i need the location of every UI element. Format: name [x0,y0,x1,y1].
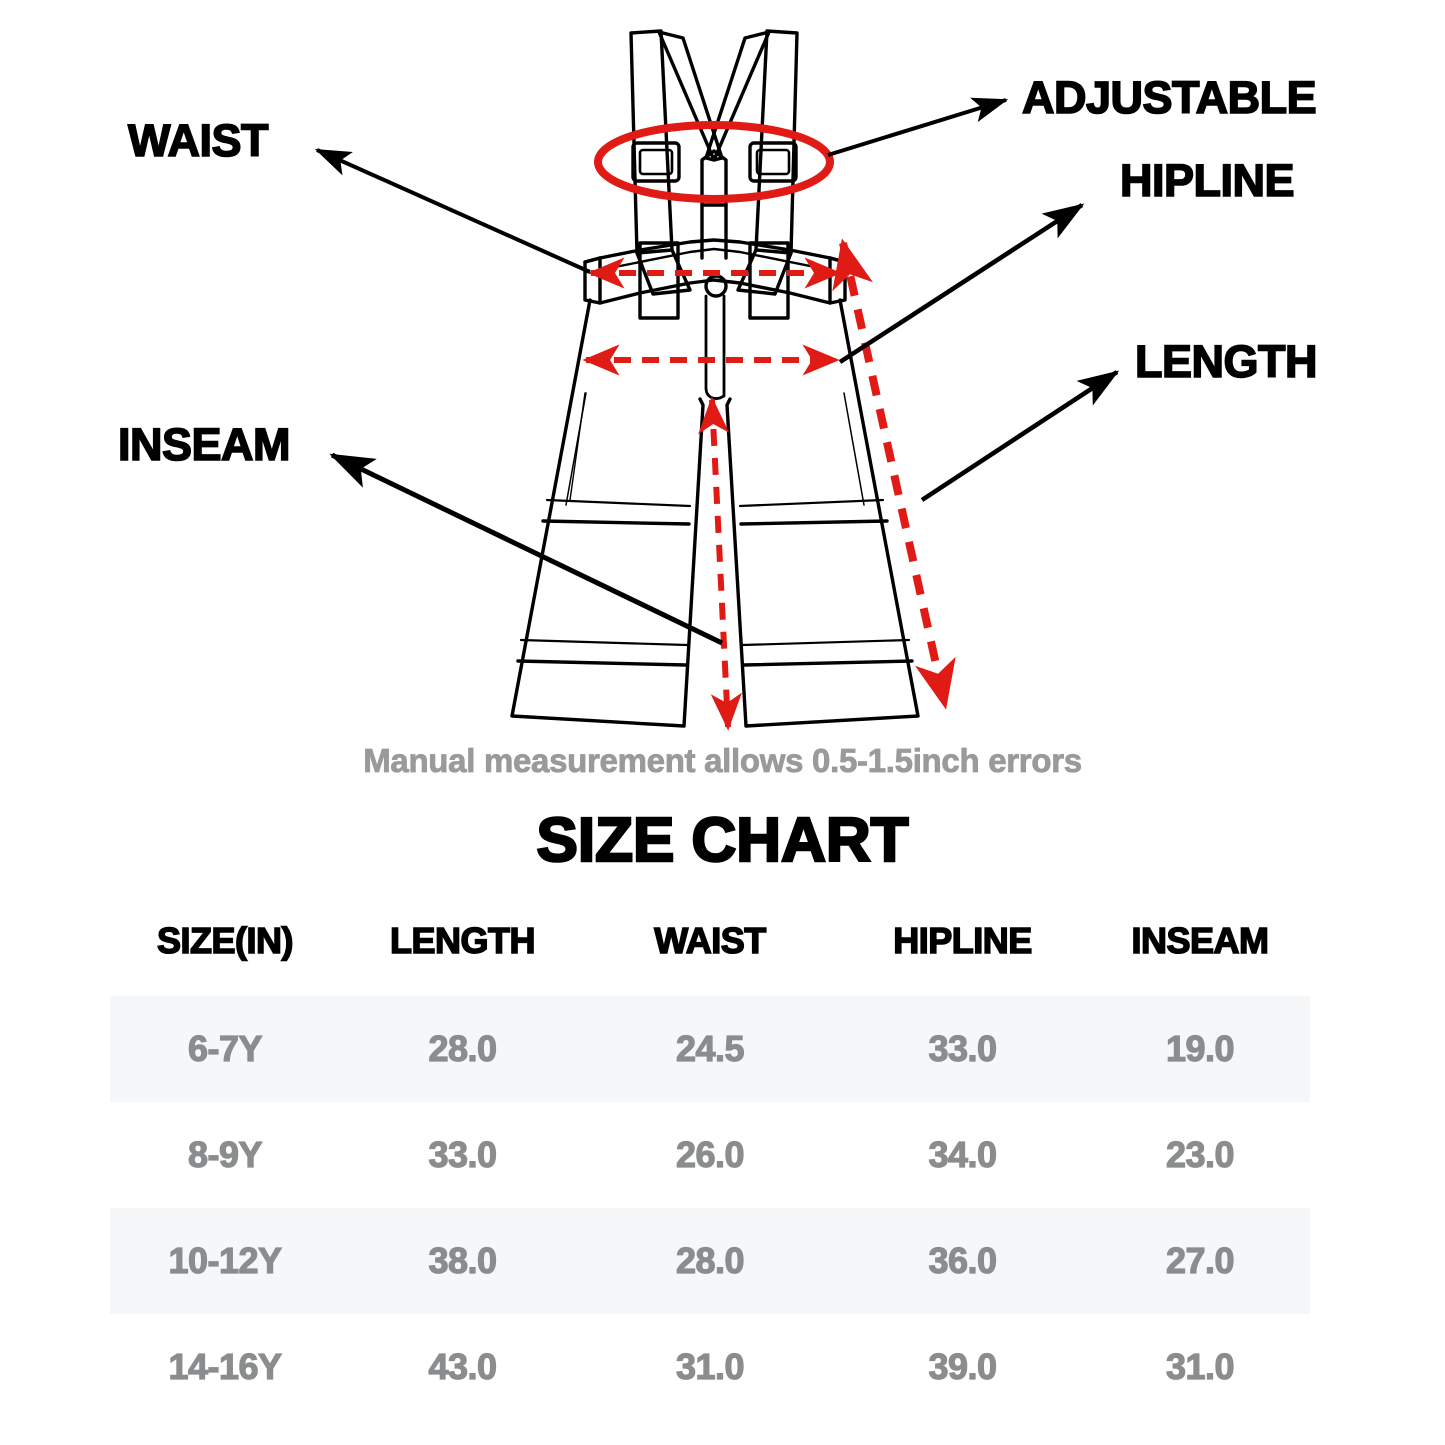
cell-hipline: 34.0 [928,1133,998,1175]
column-header-waist: WAIST [654,919,768,962]
length-leader-arrow [920,370,1120,502]
cell-inseam: 19.0 [1090,996,1310,1102]
table-row: 8-9Y 33.0 26.0 34.0 23.0 [110,1102,1310,1208]
right-strap-loop [748,241,790,320]
cell-length: 38.0 [340,1208,585,1314]
callout-label-inseam: INSEAM [117,419,291,470]
cell-waist: 28.0 [585,1208,835,1314]
table-row: 10-12Y 38.0 28.0 36.0 27.0 [110,1208,1310,1314]
cell-size: 10-12Y [110,1208,340,1314]
cell-size: 6-7Y [110,996,340,1102]
cell-length: 28.0 [340,996,585,1102]
length-measure-line [832,238,956,710]
page-title: SIZE CHART [535,805,910,877]
callout-label-waist: WAIST [127,115,269,166]
cell-length: 43.0 [428,1345,498,1387]
column-header-length: LENGTH [389,919,536,962]
cell-length: 33.0 [428,1133,498,1175]
cell-inseam: 27.0 [1090,1208,1310,1314]
adjustable-ellipse [594,121,834,203]
left-buckle [631,141,681,183]
fly [704,294,726,400]
cell-waist: 31.0 [675,1345,745,1387]
cell-size: 14-16Y [168,1345,283,1387]
column-header-size: SIZE(IN) [156,919,294,962]
measurement-disclaimer: Manual measurement allows 0.5-1.5inch er… [363,742,1083,780]
cell-hipline: 36.0 [835,1208,1090,1314]
callout-label-length: LENGTH [1134,336,1318,387]
waist-leader-arrow [314,148,591,274]
table-row: 6-7Y 28.0 24.5 33.0 19.0 [110,996,1310,1102]
column-header-hipline: HIPLINE [892,919,1033,962]
adjustable-leader-arrow [827,97,1009,157]
table-row: 14-16Y 43.0 31.0 39.0 31.0 [110,1314,1310,1420]
inseam-leader-arrow [329,452,724,646]
right-strap [736,29,799,296]
cell-inseam: 31.0 [1165,1345,1235,1387]
right-leg [725,298,920,728]
callout-label-adjustable: ADJUSTABLE [1021,72,1317,123]
cell-inseam: 23.0 [1165,1133,1235,1175]
cell-hipline: 33.0 [835,996,1090,1102]
right-buckle [748,141,798,183]
left-leg [510,298,705,728]
cell-hipline: 39.0 [928,1345,998,1387]
hipline-leader-arrow [838,203,1085,364]
cell-waist: 24.5 [585,996,835,1102]
table-header-row: SIZE(IN) LENGTH WAIST HIPLINE INSEAM [110,900,1310,996]
garment-illustration: WAIST INSEAM ADJUSTABLE HIPLINE LENGTH [117,29,1318,731]
size-chart-table: SIZE(IN) LENGTH WAIST HIPLINE INSEAM 6-7… [110,900,1310,1420]
callout-label-hipline: HIPLINE [1119,155,1295,206]
cell-waist: 26.0 [675,1133,745,1175]
garment-drawing [510,29,920,728]
cell-size: 8-9Y [187,1133,263,1175]
inseam-measure-line [698,396,742,731]
left-strap-loop [638,241,680,320]
column-header-inseam: INSEAM [1131,919,1270,962]
